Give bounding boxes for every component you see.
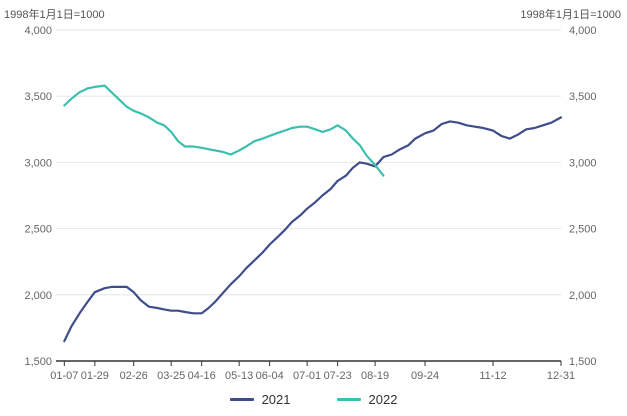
x-tick-label: 05-13 xyxy=(225,370,253,382)
y-axis-left-labels: 1,500 2,000 2,500 3,000 3,500 4,000 xyxy=(24,25,52,368)
x-tick-label: 09-24 xyxy=(411,370,439,382)
legend-item-2021[interactable]: 2021 xyxy=(229,392,291,407)
y-axis-right-unit: 1998年1月1日=1000 xyxy=(520,9,621,21)
y-tick-label-left: 3,500 xyxy=(24,91,52,103)
x-tick-label: 11-12 xyxy=(479,370,506,382)
series-lines xyxy=(63,84,563,343)
series-line-2021 xyxy=(63,116,563,343)
legend-item-2022[interactable]: 2022 xyxy=(336,392,398,407)
y-tick-label-left: 1,500 xyxy=(24,356,52,368)
legend-label-2021: 2021 xyxy=(261,392,291,407)
y-tick-label-right: 4,000 xyxy=(569,25,597,37)
legend-label-2022: 2022 xyxy=(368,392,398,407)
y-tick-label-left: 4,000 xyxy=(24,25,52,37)
y-tick-label-left: 2,000 xyxy=(24,290,52,302)
y-tick-label-right: 3,000 xyxy=(569,157,597,169)
x-tick-label: 06-04 xyxy=(256,370,284,382)
axes xyxy=(56,360,562,366)
x-tick-label: 01-29 xyxy=(81,370,109,382)
y-tick-label-left: 3,000 xyxy=(24,157,52,169)
y-tick-label-right: 1,500 xyxy=(569,356,597,368)
x-tick-label: 02-26 xyxy=(120,370,148,382)
y-tick-label-right: 3,500 xyxy=(569,91,597,103)
x-tick-label: 01-07 xyxy=(50,370,78,382)
x-tick-label: 07-01 xyxy=(293,370,321,382)
y-axis-right-labels: 1,500 2,000 2,500 3,000 3,500 4,000 xyxy=(569,25,597,368)
legend-swatch-2021 xyxy=(229,398,254,401)
x-tick-label: 12-31 xyxy=(547,370,575,382)
x-tick-label: 08-19 xyxy=(361,370,389,382)
x-tick-label: 07-23 xyxy=(324,370,352,382)
y-tick-label-left: 2,500 xyxy=(24,224,52,236)
x-tick-label: 04-16 xyxy=(188,370,216,382)
gridlines xyxy=(56,29,561,296)
x-axis-labels: 01-07 01-29 02-26 03-25 04-16 05-13 06-04 07-01… xyxy=(50,370,575,382)
y-tick-label-right: 2,000 xyxy=(569,290,597,302)
legend: 2021 2022 xyxy=(0,392,627,407)
series-line-2022 xyxy=(63,84,385,177)
y-tick-label-right: 2,500 xyxy=(569,224,597,236)
y-axis-left-unit: 1998年1月1日=1000 xyxy=(4,9,105,21)
x-tick-label: 03-25 xyxy=(157,370,185,382)
legend-swatch-2022 xyxy=(336,398,361,401)
